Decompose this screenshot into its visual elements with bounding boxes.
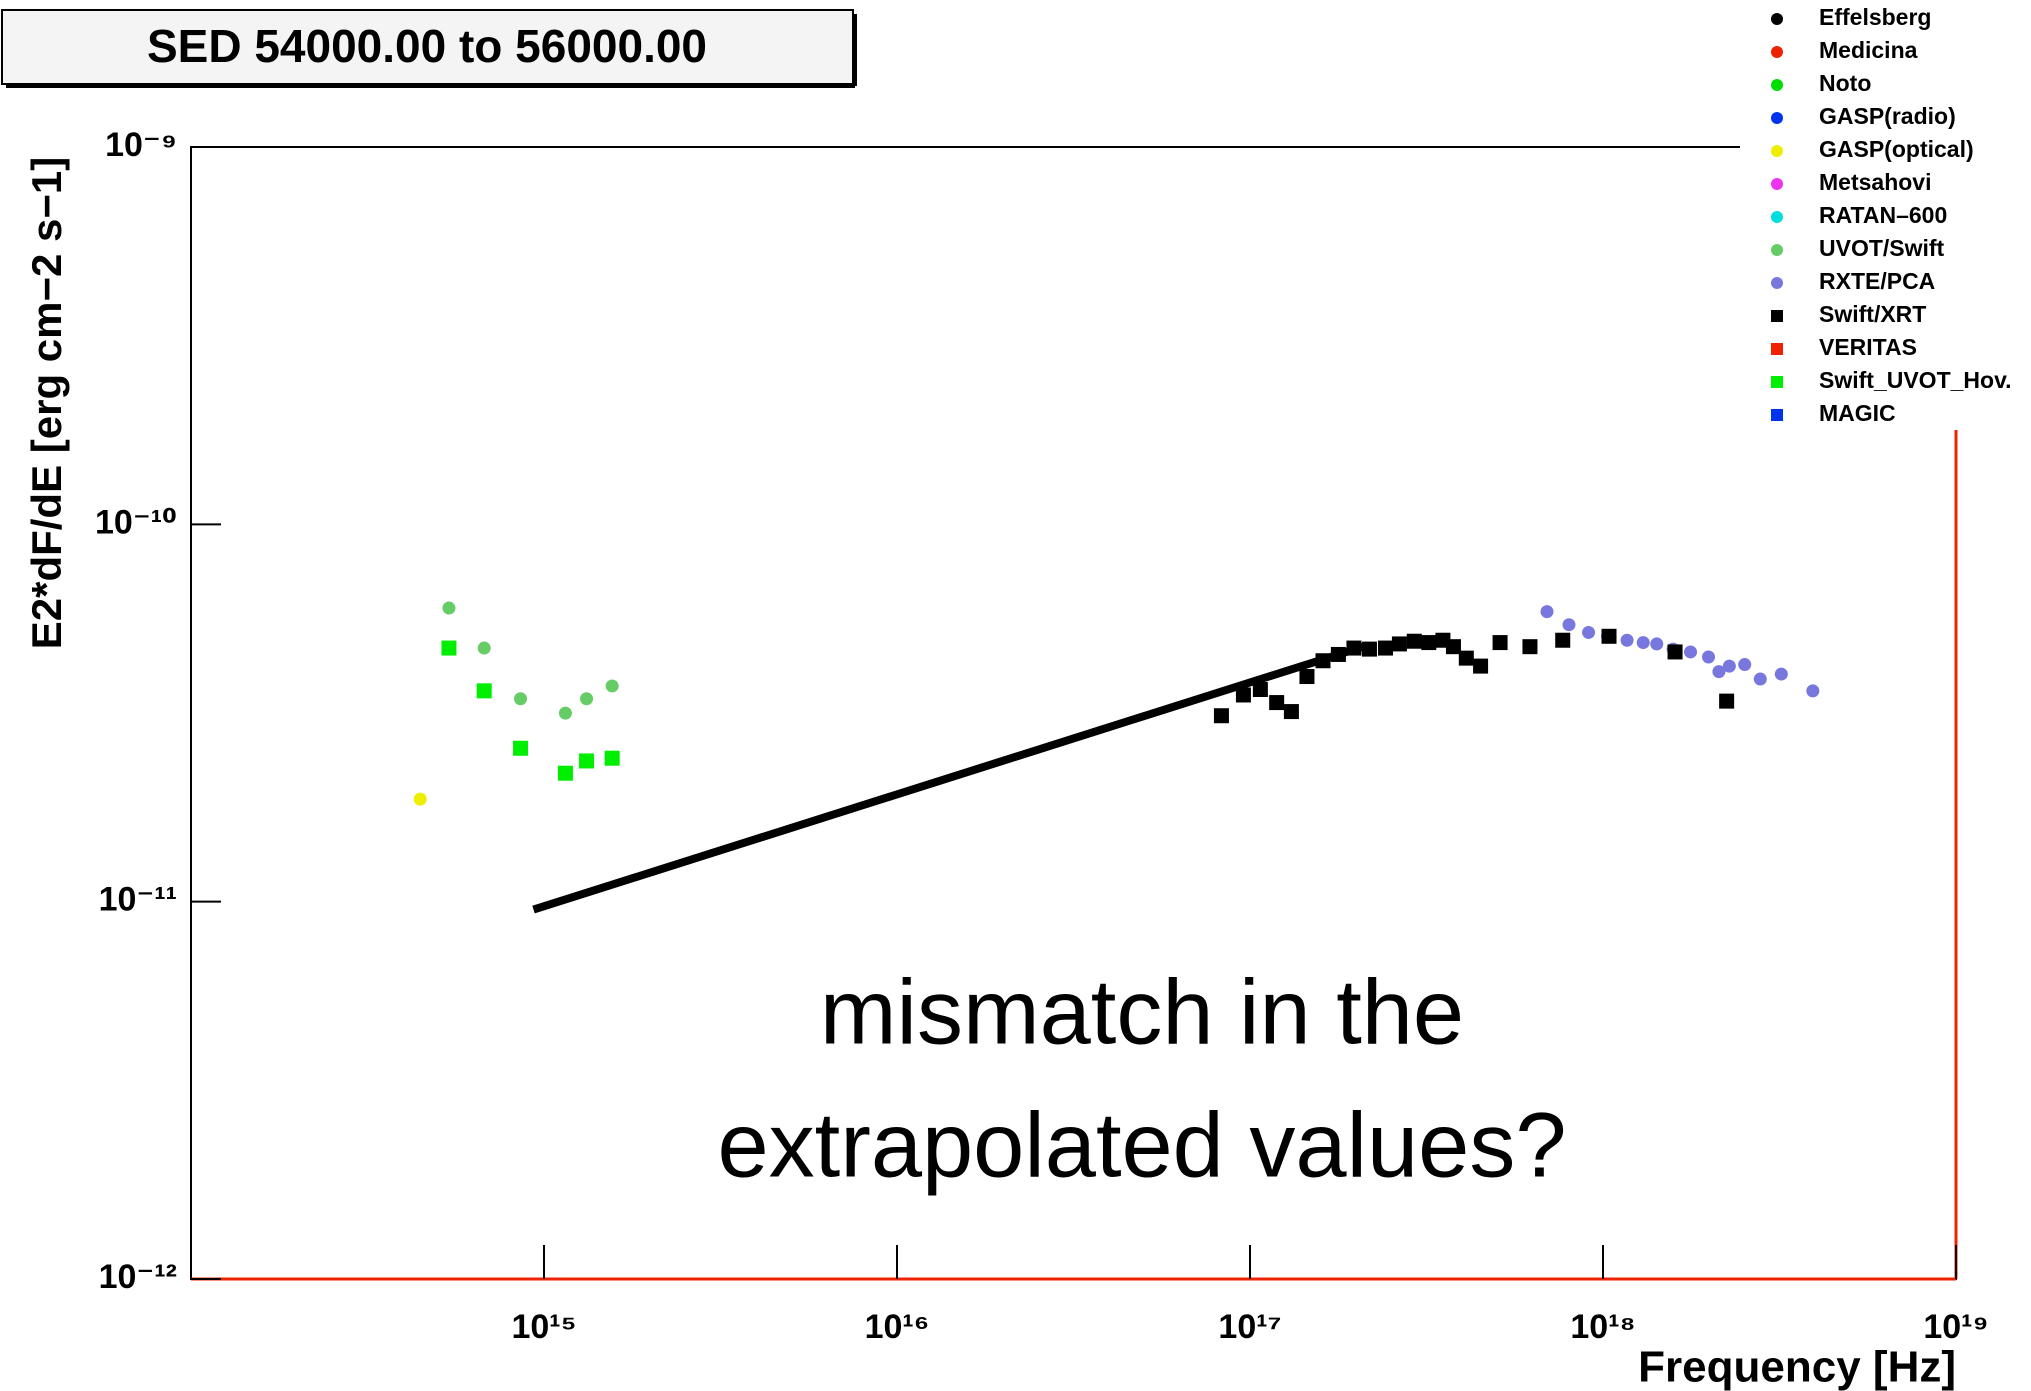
data-point [1540, 605, 1554, 619]
legend-marker [1771, 13, 1783, 25]
data-point [1636, 636, 1650, 650]
data-point [557, 765, 573, 781]
data-point [1712, 665, 1726, 679]
legend-label: Swift_UVOT_Hov. [1819, 367, 2012, 393]
data-point [580, 692, 594, 706]
legend-label: GASP(optical) [1819, 136, 1974, 162]
title-box [1, 9, 854, 85]
legend-label: Noto [1819, 70, 1871, 96]
data-point [1601, 628, 1617, 644]
data-point [1722, 659, 1736, 673]
legend-label: Medicina [1819, 37, 1918, 63]
data-point [1562, 618, 1576, 632]
data-point [1555, 632, 1571, 648]
data-point [1753, 672, 1767, 686]
data-point [513, 740, 529, 756]
model-line [532, 641, 1369, 914]
data-point [1684, 645, 1698, 659]
data-point [1473, 658, 1489, 674]
data-point [1299, 669, 1315, 685]
data-point [1315, 653, 1331, 669]
data-point [1269, 695, 1285, 711]
data-point [605, 679, 619, 693]
y-tick-label: 10⁻¹⁰ [95, 503, 177, 541]
x-axis-label: Frequency [Hz] [1638, 1343, 1956, 1391]
data-point [1522, 639, 1538, 655]
data-point [604, 750, 620, 766]
y-tick-label: 10⁻¹¹ [99, 881, 177, 919]
legend-marker [1771, 376, 1783, 388]
data-point [1406, 633, 1422, 649]
data-point [476, 683, 492, 699]
data-point [1391, 636, 1407, 652]
x-tick-label: 10¹⁹ [1923, 1308, 1988, 1346]
y-axis-label: E2*dF/dE [erg cm−2 s−1] [23, 157, 70, 650]
x-tick-label: 10¹⁵ [511, 1308, 576, 1346]
data-point [441, 640, 457, 656]
legend-label: RATAN–600 [1819, 202, 1947, 228]
legend-label: UVOT/Swift [1819, 235, 1945, 261]
legend-marker [1771, 310, 1783, 322]
data-point [1235, 687, 1251, 703]
legend-label: Effelsberg [1819, 4, 1931, 30]
data-point [1421, 635, 1437, 651]
legend-marker [1771, 145, 1783, 157]
data-point [1377, 640, 1393, 656]
legend-marker [1771, 112, 1783, 124]
chart-title: SED 54000.00 to 56000.00 [147, 20, 707, 72]
data-point [1582, 625, 1596, 639]
data-point [1361, 641, 1377, 657]
legend-label: GASP(radio) [1819, 103, 1956, 129]
legend-marker [1771, 409, 1783, 421]
data-point [558, 706, 572, 720]
data-point [1719, 693, 1735, 709]
x-tick-label: 10¹⁸ [1570, 1308, 1635, 1346]
legend-marker [1771, 178, 1783, 190]
data-point [1445, 639, 1461, 655]
data-point [477, 641, 491, 655]
data-point [1620, 633, 1634, 647]
y-tick-label: 10⁻⁹ [105, 126, 177, 164]
data-point [1458, 650, 1474, 666]
data-point [1283, 704, 1299, 720]
legend-label: Swift/XRT [1819, 301, 1926, 327]
legend-marker [1771, 277, 1783, 289]
legend-label: RXTE/PCA [1819, 268, 1935, 294]
data-point [1667, 644, 1683, 660]
legend-label: MAGIC [1819, 400, 1896, 426]
data-point [1492, 635, 1508, 651]
legend-marker [1771, 343, 1783, 355]
legend-marker [1771, 211, 1783, 223]
legend-label: Metsahovi [1819, 169, 1931, 195]
legend-box [1740, 0, 2031, 430]
data-point [1213, 708, 1229, 724]
annotation: extrapolated values? [717, 1094, 1566, 1196]
data-point [514, 692, 528, 706]
data-point [1252, 681, 1268, 697]
data-point [413, 792, 427, 806]
data-point [1650, 637, 1664, 651]
data-point [442, 601, 456, 615]
data-point [579, 753, 595, 769]
legend-label: VERITAS [1819, 334, 1917, 360]
data-point [1701, 650, 1715, 664]
data-point [1774, 667, 1788, 681]
x-tick-label: 10¹⁶ [865, 1308, 930, 1346]
data-point [1738, 658, 1752, 672]
y-tick-label: 10⁻¹² [99, 1258, 177, 1296]
x-tick-label: 10¹⁷ [1218, 1308, 1281, 1346]
legend-marker [1771, 79, 1783, 91]
data-point [1346, 640, 1362, 656]
annotation: mismatch in the [820, 961, 1464, 1063]
legend-marker [1771, 244, 1783, 256]
data-point [1330, 646, 1346, 662]
data-point [1806, 684, 1820, 698]
legend-marker [1771, 46, 1783, 58]
